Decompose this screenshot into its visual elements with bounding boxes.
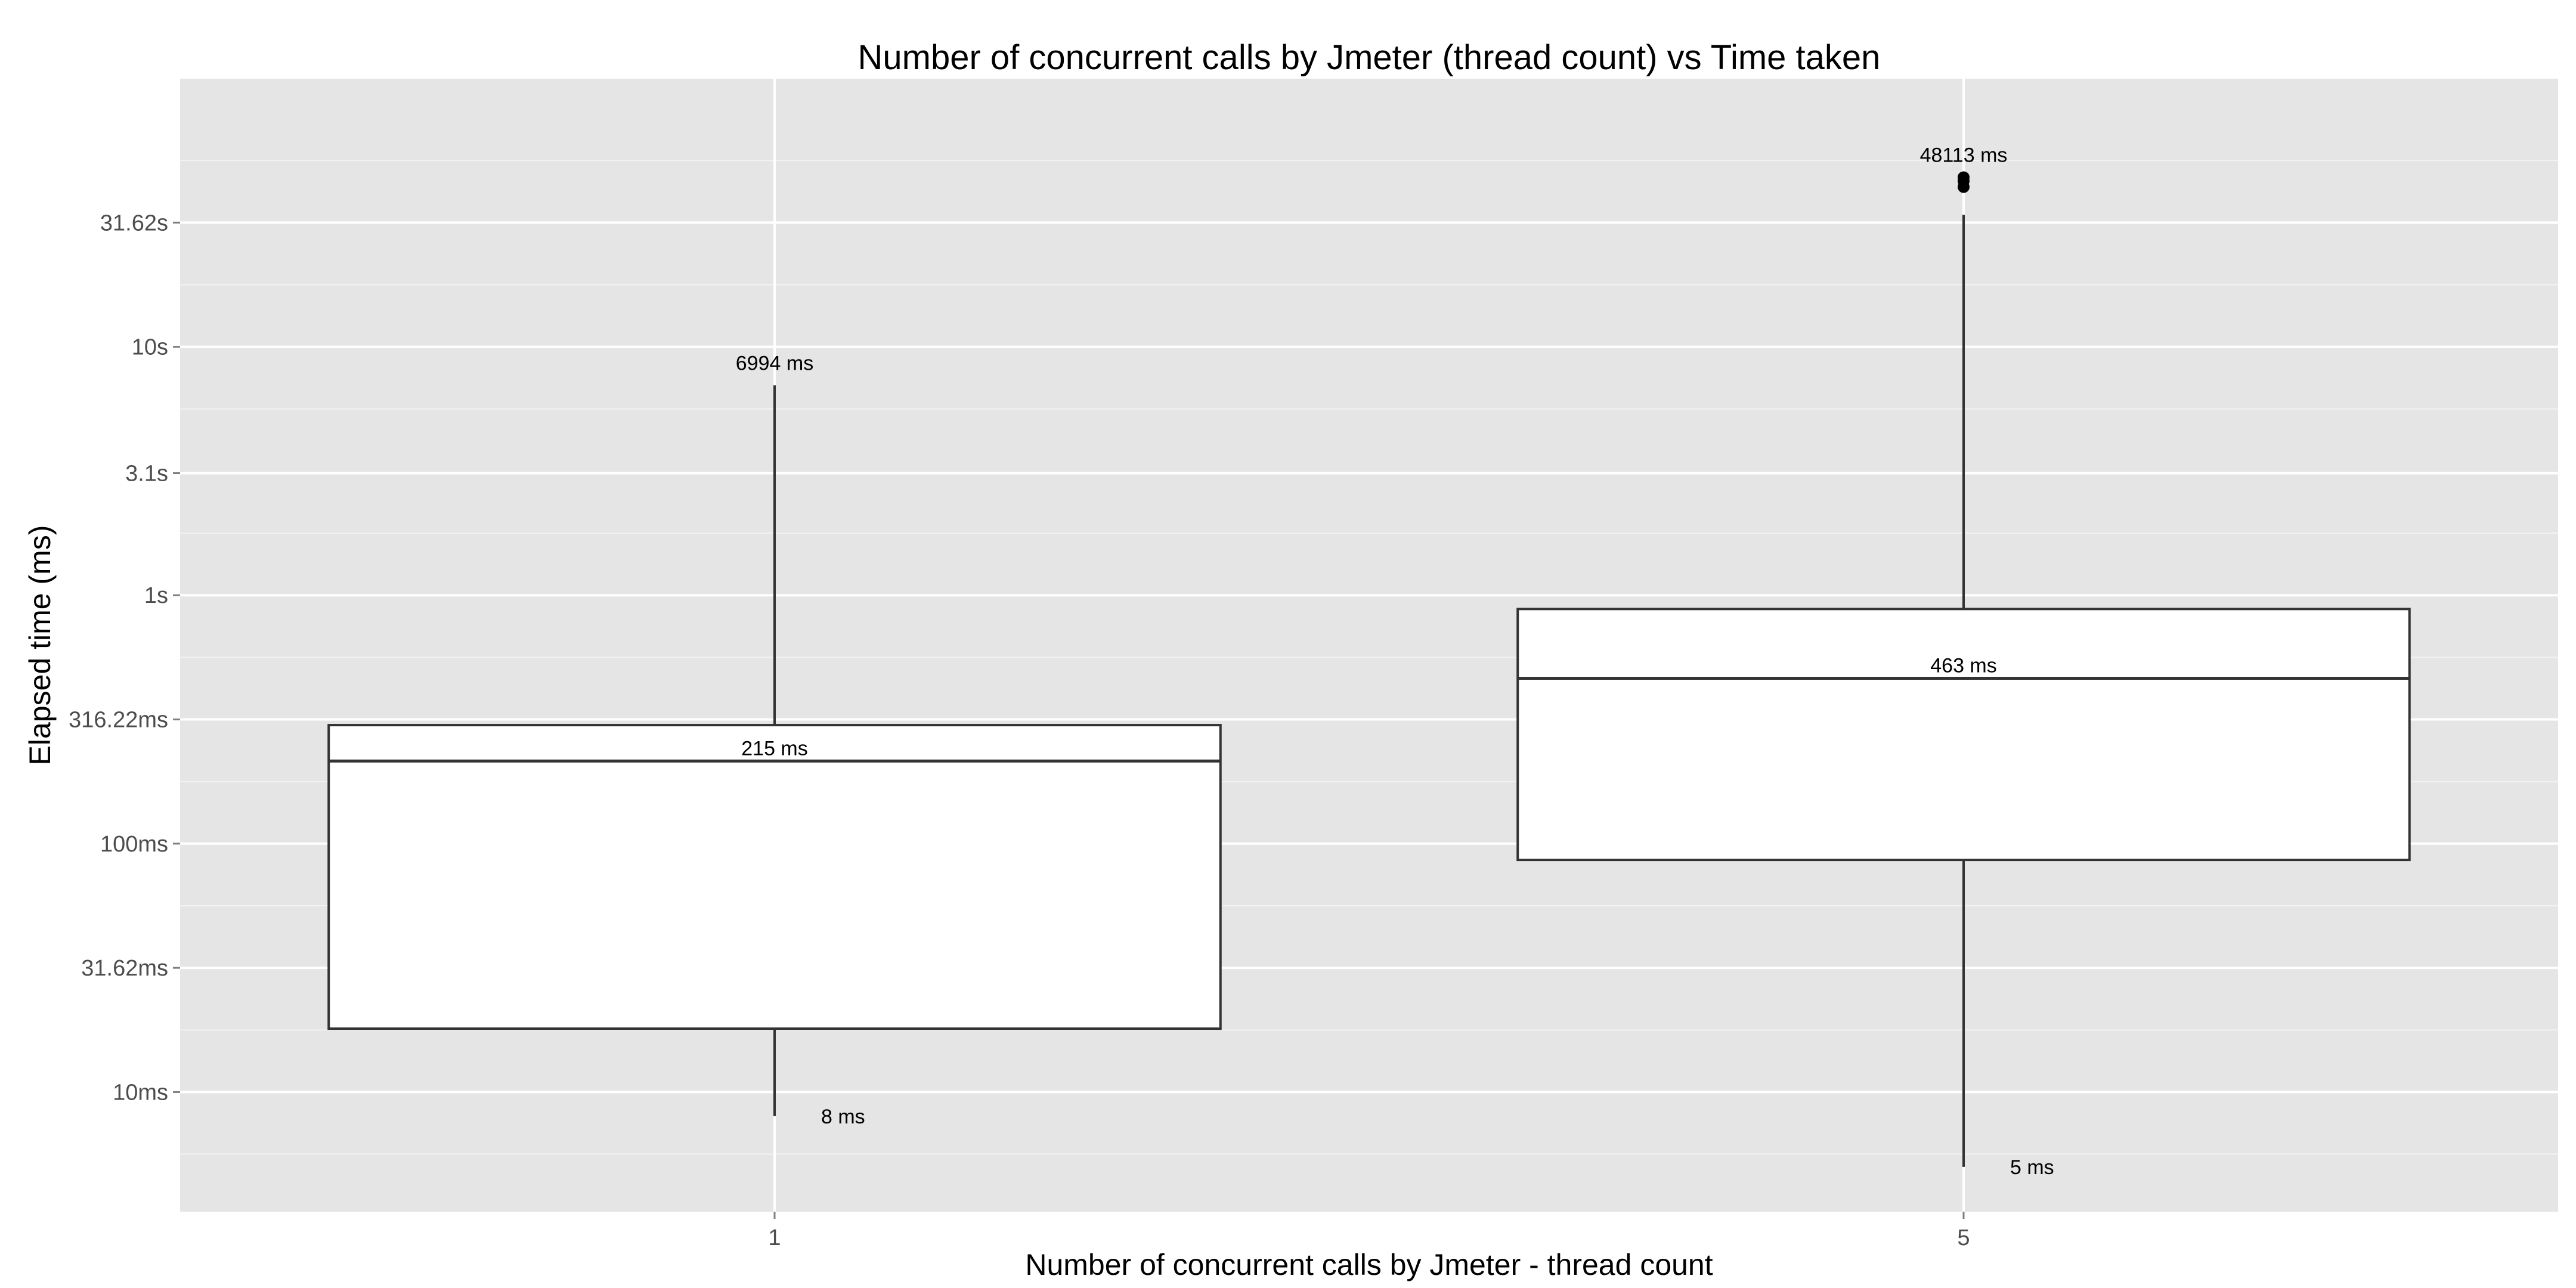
median-label: 463 ms: [1930, 655, 1997, 677]
boxplot-5: 48113 ms 463 ms 5 ms: [1516, 144, 2411, 1179]
y-axis: 10ms 31.62ms 100ms 316.22ms 1s 3.1s 10s 31.62s: [69, 210, 180, 1105]
outlier-point: [1958, 171, 1970, 184]
y-tick-label: 10s: [132, 335, 168, 360]
y-tick-label: 100ms: [100, 832, 168, 857]
x-axis-title: Number of concurrent calls by Jmeter - t…: [1025, 1248, 1713, 1281]
iqr-box: [1516, 608, 2411, 862]
y-axis-title: Elapsed time (ms): [23, 525, 57, 766]
median-label: 215 ms: [741, 737, 808, 760]
min-label: 5 ms: [2010, 1156, 2054, 1179]
x-tick-label: 5: [1957, 1225, 1970, 1250]
x-tick-label: 1: [768, 1225, 781, 1250]
max-label: 48113 ms: [1920, 144, 2008, 166]
y-tick-label: 316.22ms: [69, 708, 168, 733]
y-tick-label: 3.1s: [125, 461, 168, 486]
y-tick-label: 31.62ms: [81, 956, 168, 981]
y-tick-label: 10ms: [113, 1080, 168, 1105]
boxplots: 6994 ms 215 ms 8 ms 48113 ms 463 ms 5 ms: [327, 144, 2411, 1179]
chart-title: Number of concurrent calls by Jmeter (th…: [858, 38, 1881, 77]
y-tick-label: 31.62s: [100, 210, 168, 236]
iqr-box: [327, 724, 1222, 1030]
min-label: 8 ms: [821, 1106, 865, 1128]
max-label: 6994 ms: [736, 352, 813, 374]
boxplot-1: 6994 ms 215 ms 8 ms: [327, 352, 1222, 1128]
y-tick-label: 1s: [144, 583, 168, 608]
